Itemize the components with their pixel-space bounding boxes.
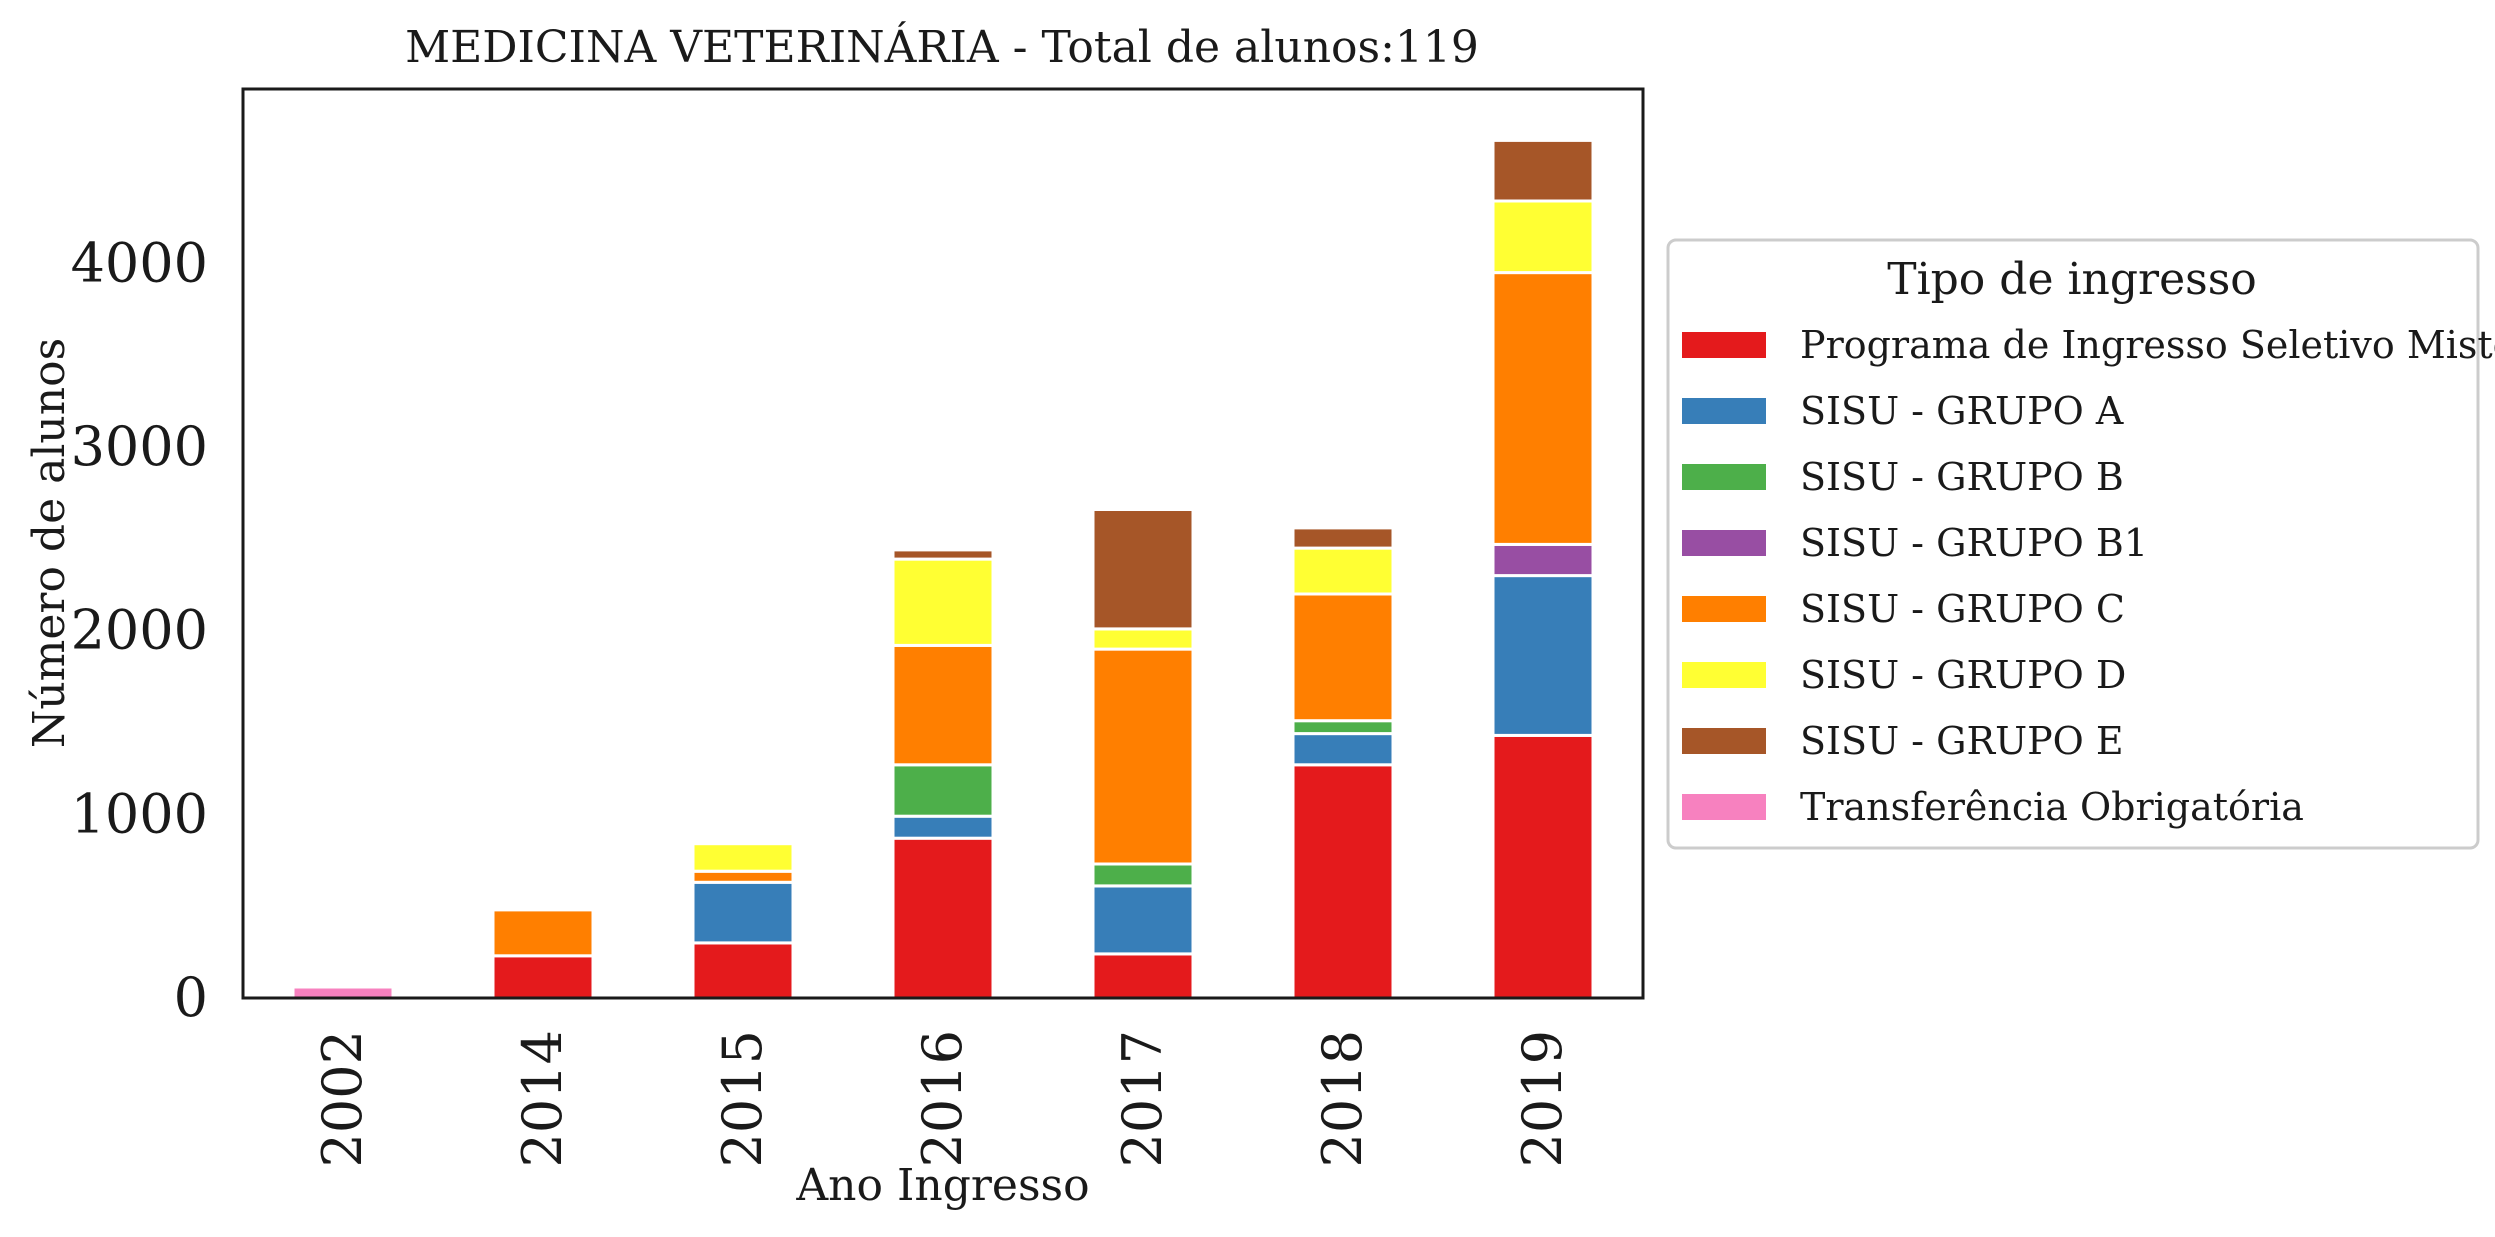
bar-segment-2019-series-1 <box>1491 574 1595 737</box>
bar-segment-2019-series-5 <box>1491 199 1595 275</box>
legend-swatch-6 <box>1682 728 1766 754</box>
y-axis-label: Número de alunos <box>24 338 75 748</box>
bar-segment-2002-series-7 <box>291 985 395 1000</box>
bar-segment-2019-series-0 <box>1491 733 1595 1000</box>
y-tick-label: 4000 <box>71 232 208 295</box>
legend-swatch-7 <box>1682 794 1766 820</box>
bar-segment-2018-series-1 <box>1291 732 1395 767</box>
bar-segment-2015-series-0 <box>691 941 795 1000</box>
bar-segment-2018-series-0 <box>1291 763 1395 1000</box>
y-tick-label: 0 <box>174 966 208 1029</box>
bar-segment-2015-series-1 <box>691 880 795 945</box>
legend-frame <box>1666 238 2480 850</box>
bar-segment-2015-series-5 <box>691 842 795 873</box>
bar-segment-2016-series-1 <box>891 814 995 840</box>
bar-segment-2014-series-0 <box>491 954 595 1000</box>
bar-segment-2017-series-4 <box>1091 647 1195 866</box>
plot-area: 0 1000 2000 3000 4000 2002 2014 2015 2016 2017 201… <box>71 138 1595 1167</box>
bar-segment-2016-series-0 <box>891 836 995 1000</box>
x-tick-label: 2019 <box>1511 1030 1574 1167</box>
legend-label-1: SISU - GRUPO A <box>1800 389 2124 433</box>
bar-segment-2018-series-4 <box>1291 592 1395 723</box>
legend-label-3: SISU - GRUPO B1 <box>1800 521 2148 565</box>
legend-swatch-3 <box>1682 530 1766 556</box>
bar-segment-2017-series-6 <box>1091 508 1195 631</box>
legend-swatch-0 <box>1682 332 1766 358</box>
bar-segment-2016-series-2 <box>891 763 995 818</box>
bar-segment-2017-series-1 <box>1091 884 1195 956</box>
bar-segment-2018-series-2 <box>1291 719 1395 736</box>
legend-label-6: SISU - GRUPO E <box>1800 719 2124 763</box>
legend-label-7: Transferência Obrigatória <box>1800 785 2304 829</box>
legend: Tipo de ingresso Programa de Ingresso Se… <box>1666 238 2495 850</box>
legend-swatch-2 <box>1682 464 1766 490</box>
legend-swatch-1 <box>1682 398 1766 424</box>
bar-segment-2016-series-6 <box>891 548 995 561</box>
y-tick-label: 1000 <box>71 782 208 845</box>
x-tick-label: 2016 <box>911 1030 974 1167</box>
x-axis-label: Ano Ingresso <box>795 1160 1089 1211</box>
bar-segment-2019-series-3 <box>1491 542 1595 578</box>
bar-segment-2016-series-5 <box>891 557 995 647</box>
bar-segment-2015-series-4 <box>691 869 795 884</box>
x-tick-label: 2018 <box>1311 1030 1374 1167</box>
chart-title: MEDICINA VETERINÁRIA - Total de alunos:1… <box>405 20 1479 73</box>
bar-segment-2018-series-6 <box>1291 526 1395 550</box>
legend-title: Tipo de ingresso <box>1887 254 2257 305</box>
x-tick-label: 2017 <box>1111 1030 1174 1167</box>
legend-label-0: Programa de Ingresso Seletivo Misto <box>1800 323 2495 367</box>
y-tick-label: 2000 <box>71 599 208 662</box>
bar-segment-2017-series-2 <box>1091 862 1195 888</box>
bar-segment-2016-series-4 <box>891 643 995 767</box>
bar-segment-2017-series-5 <box>1091 627 1195 651</box>
x-tick-label: 2014 <box>511 1030 574 1167</box>
bar-segment-2014-series-4 <box>491 908 595 958</box>
bar-segment-2019-series-4 <box>1491 271 1595 546</box>
bar-segment-2017-series-0 <box>1091 952 1195 1000</box>
bar-segment-2018-series-5 <box>1291 546 1395 596</box>
legend-label-4: SISU - GRUPO C <box>1800 587 2125 631</box>
x-tick-label: 2015 <box>711 1030 774 1167</box>
legend-label-2: SISU - GRUPO B <box>1800 455 2124 499</box>
y-tick-label: 3000 <box>71 415 208 478</box>
plot-frame <box>241 87 1645 1000</box>
bar-segment-2019-series-6 <box>1491 138 1595 203</box>
legend-swatch-5 <box>1682 662 1766 688</box>
x-tick-label: 2002 <box>311 1030 374 1167</box>
legend-label-5: SISU - GRUPO D <box>1800 653 2126 697</box>
legend-swatch-4 <box>1682 596 1766 622</box>
